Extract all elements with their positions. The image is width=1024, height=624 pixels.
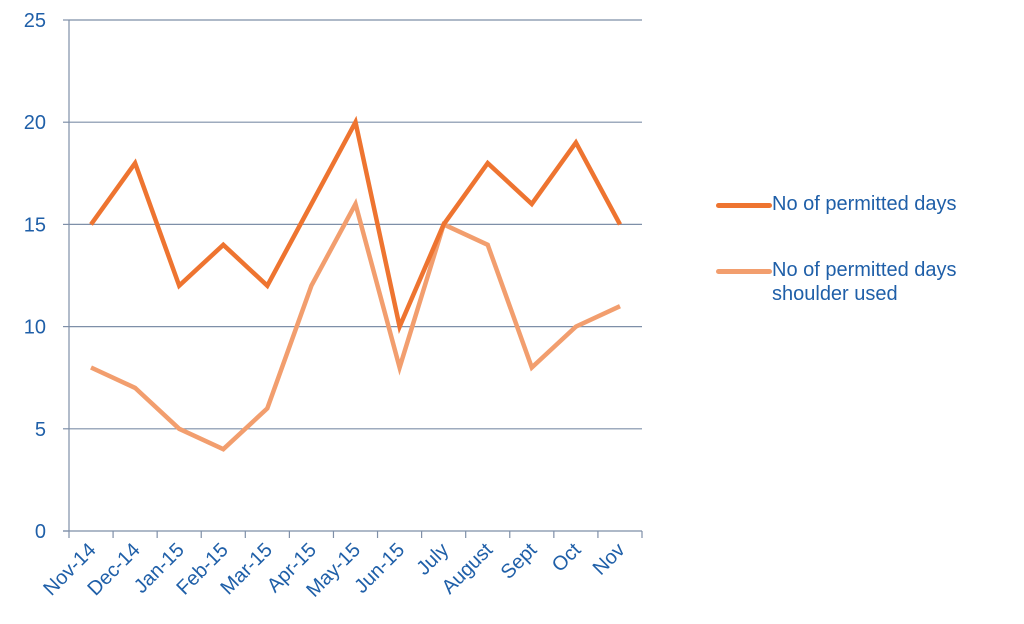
series-lines bbox=[89, 115, 622, 452]
x-tick-label: Oct bbox=[548, 539, 586, 577]
legend-item-permitted-days: No of permitted days bbox=[716, 192, 1024, 216]
y-tick-label: 15 bbox=[24, 214, 46, 236]
y-tick-label: 10 bbox=[24, 317, 46, 339]
legend-item-shoulder-used: No of permitted days shoulder used bbox=[716, 258, 1024, 306]
legend: No of permitted days No of permitted day… bbox=[716, 192, 1024, 306]
legend-label-shoulder-used: No of permitted days shoulder used bbox=[772, 259, 957, 305]
y-tick-label: 0 bbox=[35, 521, 46, 543]
x-tick-label: Jun-15 bbox=[350, 539, 409, 598]
x-tick-label: Nov bbox=[589, 539, 630, 580]
y-tick-label: 25 bbox=[24, 10, 46, 32]
gridlines bbox=[69, 19, 642, 430]
y-tick-label: 5 bbox=[35, 419, 46, 441]
legend-swatch-permitted-days bbox=[716, 203, 772, 208]
legend-swatch-shoulder-used bbox=[716, 269, 772, 274]
series-line-shoulder-used bbox=[90, 197, 621, 452]
x-tick-labels: Nov-14Dec-14Jan-15Feb-15Mar-15Apr-15May-… bbox=[39, 539, 629, 602]
x-tick-label: August bbox=[438, 539, 498, 599]
axes bbox=[63, 19, 643, 538]
series-line-permitted-days bbox=[89, 115, 622, 334]
y-tick-label: 20 bbox=[24, 112, 46, 134]
x-tick-label: Sept bbox=[497, 539, 542, 584]
y-tick-labels: 0 5 10 15 20 25 bbox=[24, 10, 46, 543]
legend-label-permitted-days: No of permitted days bbox=[772, 193, 957, 215]
